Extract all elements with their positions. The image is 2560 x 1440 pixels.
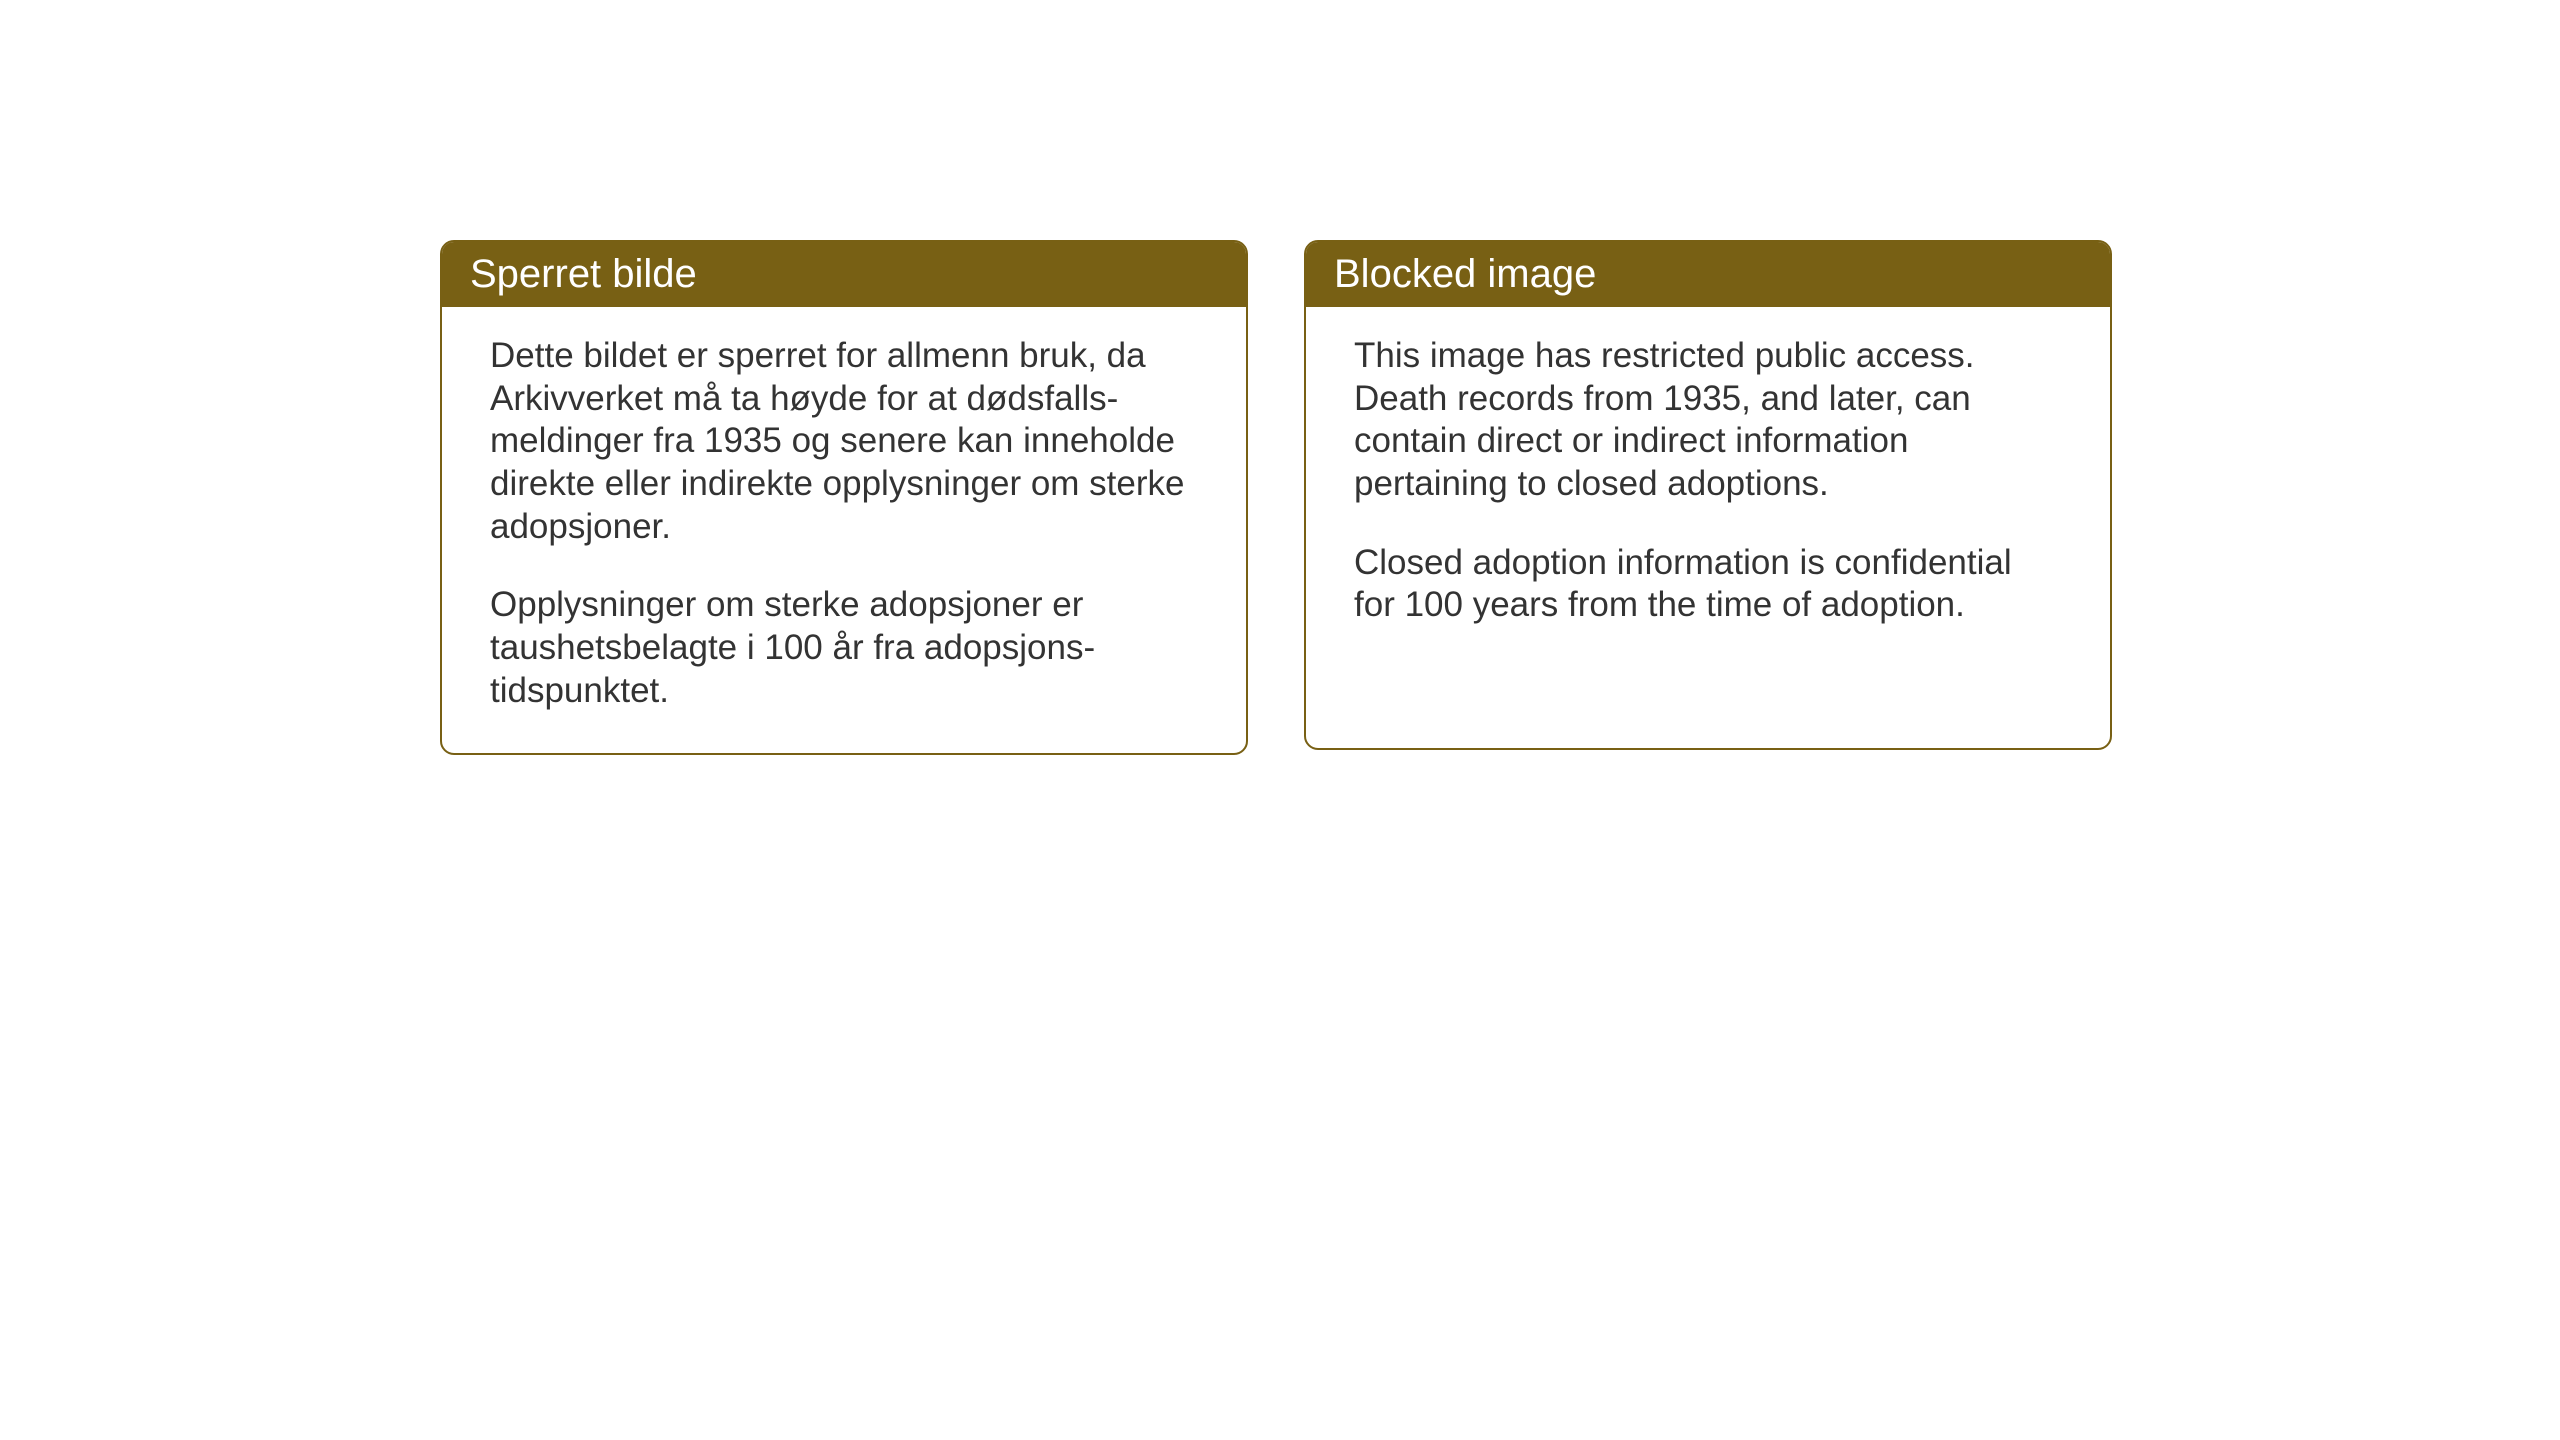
notice-container: Sperret bilde Dette bildet er sperret fo… — [440, 240, 2112, 755]
card-title: Blocked image — [1334, 252, 1596, 296]
card-body-english: This image has restricted public access.… — [1306, 307, 2110, 667]
notice-card-norwegian: Sperret bilde Dette bildet er sperret fo… — [440, 240, 1248, 755]
card-header-english: Blocked image — [1306, 242, 2110, 307]
card-body-norwegian: Dette bildet er sperret for allmenn bruk… — [442, 307, 1246, 753]
notice-card-english: Blocked image This image has restricted … — [1304, 240, 2112, 750]
card-paragraph-2: Closed adoption information is confident… — [1354, 542, 2062, 627]
card-header-norwegian: Sperret bilde — [442, 242, 1246, 307]
card-title: Sperret bilde — [470, 252, 697, 296]
card-paragraph-1: This image has restricted public access.… — [1354, 335, 2062, 506]
card-paragraph-2: Opplysninger om sterke adopsjoner er tau… — [490, 584, 1198, 712]
card-paragraph-1: Dette bildet er sperret for allmenn bruk… — [490, 335, 1198, 548]
